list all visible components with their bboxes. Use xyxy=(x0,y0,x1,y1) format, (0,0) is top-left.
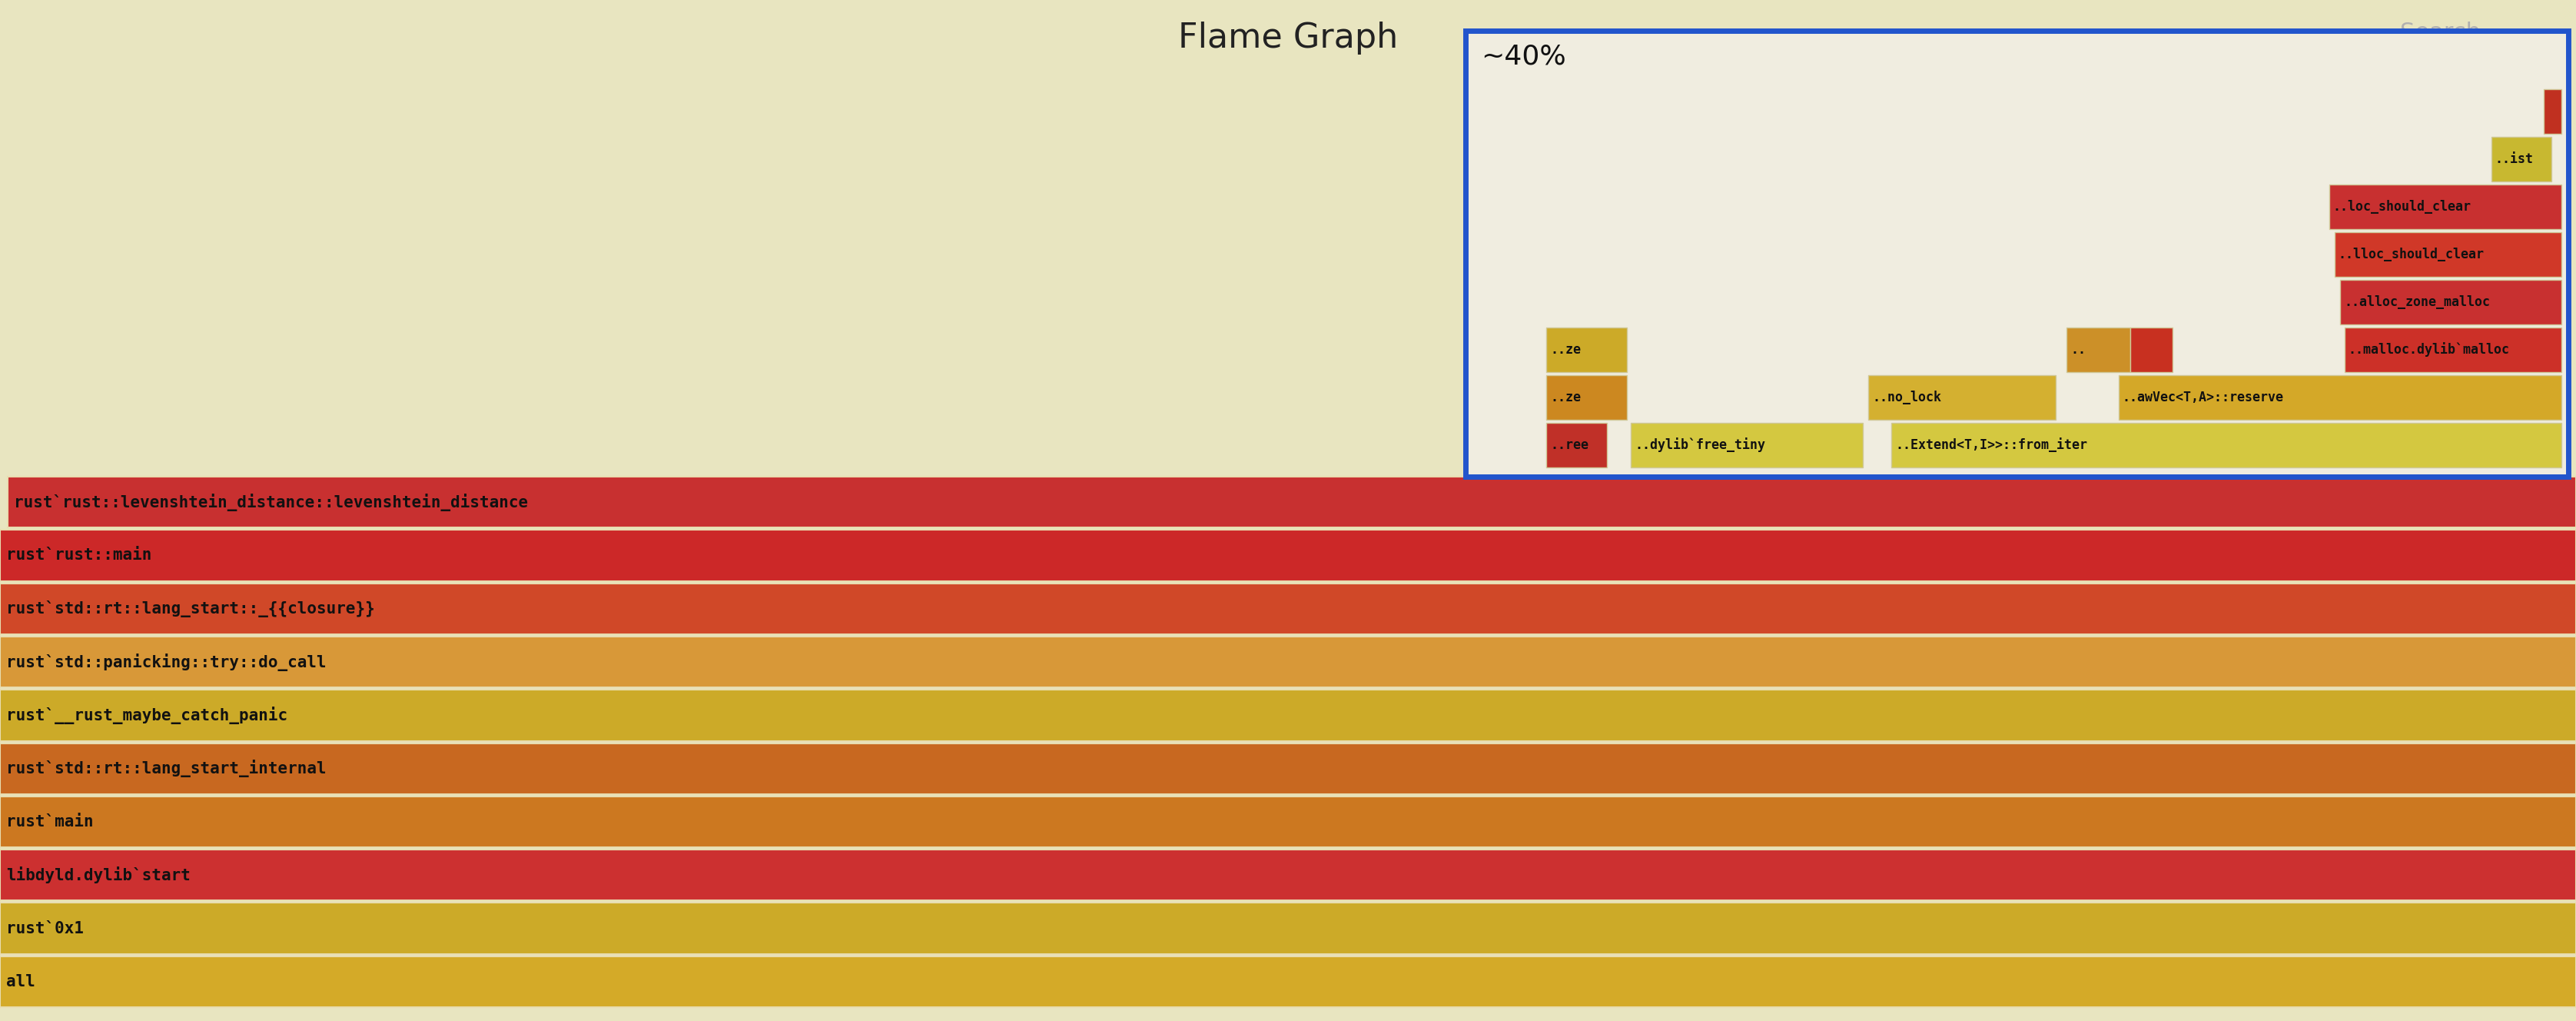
Bar xyxy=(1546,375,1625,420)
Bar xyxy=(1891,423,2561,468)
Bar xyxy=(2117,375,2561,420)
Text: rust`std::panicking::try::do_call: rust`std::panicking::try::do_call xyxy=(5,653,327,671)
Bar xyxy=(0,796,2576,847)
Text: all: all xyxy=(5,974,36,989)
Bar xyxy=(0,636,2576,687)
Bar xyxy=(0,743,2576,794)
Text: ..: .. xyxy=(2071,343,2087,356)
Text: rust`rust::main: rust`rust::main xyxy=(5,547,152,564)
Bar xyxy=(2491,137,2553,182)
Bar xyxy=(0,849,2576,901)
Bar xyxy=(0,690,2576,741)
Text: ..malloc.dylib`malloc: ..malloc.dylib`malloc xyxy=(2349,342,2509,357)
Bar xyxy=(8,477,2576,528)
Bar xyxy=(2130,328,2172,372)
Bar xyxy=(2329,185,2561,229)
Text: ..Extend<T,I>>::from_iter: ..Extend<T,I>>::from_iter xyxy=(1896,438,2087,452)
Bar xyxy=(2339,280,2561,325)
Bar xyxy=(0,530,2576,581)
Text: rust`rust::levenshtein_distance::levenshtein_distance: rust`rust::levenshtein_distance::levensh… xyxy=(13,493,528,510)
Bar xyxy=(0,903,2576,954)
Text: rust`std::rt::lang_start::_{{closure}}: rust`std::rt::lang_start::_{{closure}} xyxy=(5,600,376,617)
Text: rust`main: rust`main xyxy=(5,814,93,829)
Bar xyxy=(1631,423,1862,468)
Text: ..no_lock: ..no_lock xyxy=(1873,391,1942,404)
Bar xyxy=(2066,328,2130,372)
Text: ~40%: ~40% xyxy=(1481,43,1566,69)
Text: ..alloc_zone_malloc: ..alloc_zone_malloc xyxy=(2344,295,2491,309)
Text: rust`0x1: rust`0x1 xyxy=(5,921,85,936)
Bar xyxy=(1546,423,1607,468)
Text: ..ist: ..ist xyxy=(2496,152,2532,166)
Text: rust`std::rt::lang_start_internal: rust`std::rt::lang_start_internal xyxy=(5,760,327,777)
Text: Search: Search xyxy=(2401,21,2481,44)
Text: ..ree: ..ree xyxy=(1551,438,1589,452)
Bar xyxy=(2344,328,2561,372)
Text: Flame Graph: Flame Graph xyxy=(1177,21,1399,54)
Text: ..ze: ..ze xyxy=(1551,391,1582,404)
Bar xyxy=(2545,89,2561,134)
Bar xyxy=(0,583,2576,634)
Text: ..dylib`free_tiny: ..dylib`free_tiny xyxy=(1636,438,1765,452)
Bar xyxy=(1868,375,2056,420)
Text: ..loc_should_clear: ..loc_should_clear xyxy=(2334,200,2470,213)
Text: rust`__rust_maybe_catch_panic: rust`__rust_maybe_catch_panic xyxy=(5,707,289,724)
Bar xyxy=(1466,31,2568,477)
Text: ..lloc_should_clear: ..lloc_should_clear xyxy=(2339,247,2483,261)
Text: ..awVec<T,A>::reserve: ..awVec<T,A>::reserve xyxy=(2123,391,2285,404)
Bar xyxy=(2334,232,2561,277)
Bar xyxy=(1546,328,1625,372)
Bar xyxy=(0,957,2576,1007)
Text: libdyld.dylib`start: libdyld.dylib`start xyxy=(5,867,191,883)
Text: ..ze: ..ze xyxy=(1551,343,1582,356)
